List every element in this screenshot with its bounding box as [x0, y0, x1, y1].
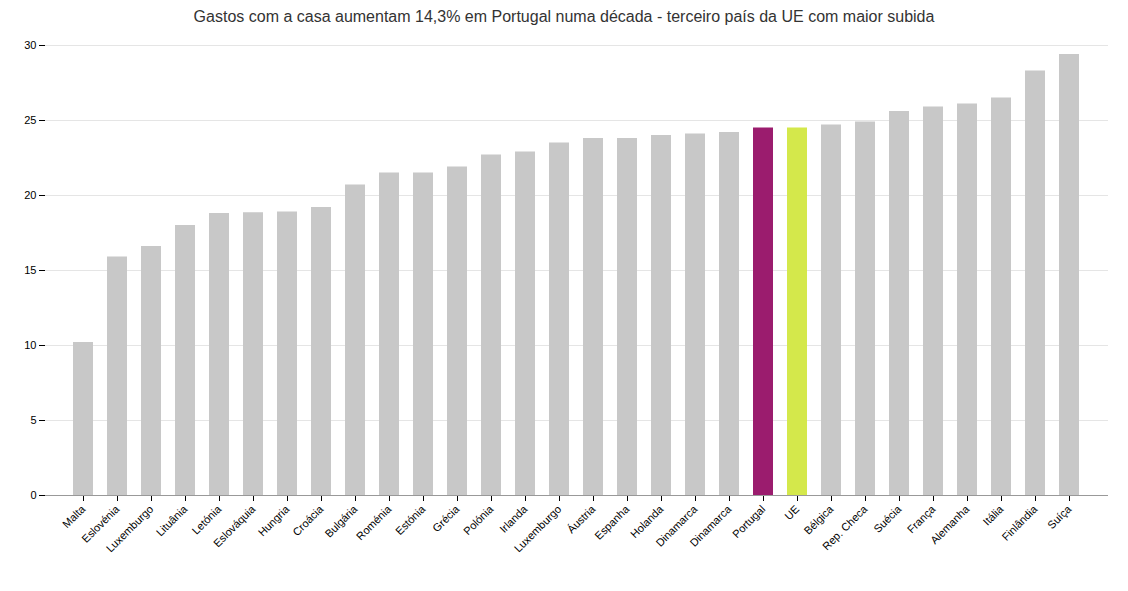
- svg-text:30: 30: [24, 39, 36, 51]
- svg-text:15: 15: [24, 264, 36, 276]
- svg-text:Irlanda: Irlanda: [497, 502, 530, 535]
- svg-text:Bulgária: Bulgária: [322, 502, 360, 540]
- svg-text:Itália: Itália: [980, 502, 1006, 528]
- svg-text:Dinamarca: Dinamarca: [687, 502, 734, 549]
- svg-text:Bélgica: Bélgica: [801, 502, 836, 537]
- svg-text:Dinamarca: Dinamarca: [653, 502, 700, 549]
- svg-text:Alemanha: Alemanha: [928, 502, 972, 546]
- svg-text:Suécia: Suécia: [871, 502, 904, 535]
- svg-text:0: 0: [30, 489, 36, 501]
- svg-text:25: 25: [24, 114, 36, 126]
- svg-text:Polónia: Polónia: [461, 502, 496, 537]
- svg-text:Suíça: Suíça: [1045, 502, 1074, 531]
- svg-text:Malta: Malta: [60, 502, 88, 530]
- svg-text:Estónia: Estónia: [393, 502, 428, 537]
- svg-text:UE: UE: [782, 503, 801, 522]
- svg-text:Eslovénia: Eslovénia: [79, 502, 122, 545]
- html-text:Gastos com a casa aumentam 14,: Gastos com a casa aumentam 14,3% em Port…: [193, 8, 935, 25]
- svg-text:Rep. Checa: Rep. Checa: [820, 502, 870, 552]
- svg-text:20: 20: [24, 189, 36, 201]
- svg-text:10: 10: [24, 339, 36, 351]
- svg-text:Lituânia: Lituânia: [154, 502, 190, 538]
- svg-text:Espanha: Espanha: [592, 502, 632, 542]
- svg-text:Finlândia: Finlândia: [999, 502, 1040, 543]
- svg-text:Hungria: Hungria: [256, 502, 292, 538]
- svg-text:Letónia: Letónia: [189, 502, 224, 537]
- svg-text:Croácia: Croácia: [290, 502, 326, 538]
- svg-text:Luxemburgo: Luxemburgo: [104, 503, 156, 555]
- svg-text:Portugal: Portugal: [730, 503, 767, 540]
- svg-text:Holanda: Holanda: [627, 502, 666, 541]
- svg-text:Grécia: Grécia: [430, 502, 462, 534]
- svg-text:Eslováquia: Eslováquia: [211, 502, 258, 549]
- svg-text:França: França: [905, 502, 938, 535]
- svg-text:5: 5: [30, 414, 36, 426]
- svg-text:Luxemburgo: Luxemburgo: [512, 503, 564, 555]
- svg-text:Áustria: Áustria: [565, 502, 598, 535]
- svg-text:Roménia: Roménia: [354, 502, 394, 542]
